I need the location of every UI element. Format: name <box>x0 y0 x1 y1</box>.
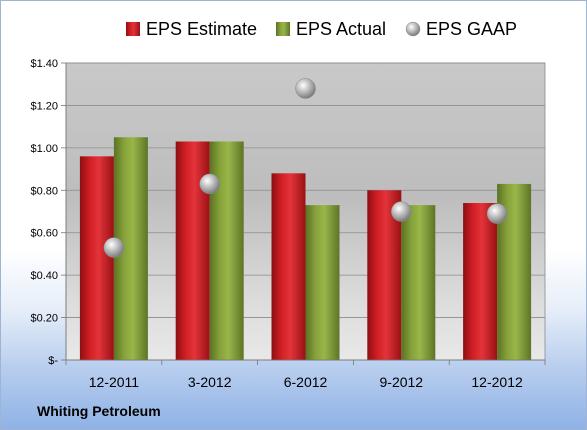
bar-estimate <box>79 156 114 360</box>
legend-label-gaap: EPS GAAP <box>426 19 517 39</box>
marker-gaap <box>391 201 412 222</box>
marker-gaap <box>199 173 220 195</box>
y-tick-label: $1.40 <box>30 58 58 70</box>
y-tick-label: $0.40 <box>30 270 58 282</box>
legend-marker-actual <box>276 22 290 36</box>
y-axis: $- $0.20 $0.40 $0.60 $0.80 $1.00 $1.20 $1.40 <box>30 58 67 367</box>
bar-estimate <box>175 141 210 360</box>
marker-gaap <box>486 203 508 224</box>
x-tick-label: 3-2012 <box>188 374 232 390</box>
marker-gaap <box>295 78 316 99</box>
y-tick-label: $0.20 <box>30 313 58 325</box>
y-tick-label: $0.60 <box>30 228 58 240</box>
bar-actual <box>305 205 340 360</box>
bars <box>79 137 532 360</box>
legend-marker-estimate <box>126 22 140 36</box>
legend-marker-gaap <box>405 21 421 37</box>
company-name: Whiting Petroleum <box>37 403 161 419</box>
bar-estimate <box>463 203 498 360</box>
y-tick-label: $1.20 <box>30 100 58 112</box>
y-tick-label: $0.80 <box>30 185 58 197</box>
bar-actual <box>209 141 244 360</box>
legend-label-estimate: EPS Estimate <box>146 19 257 39</box>
y-tick-label: $- <box>48 355 58 367</box>
legend-label-actual: EPS Actual <box>296 19 386 39</box>
x-tick-label: 12-2011 <box>89 374 140 390</box>
bar-actual <box>401 205 436 360</box>
x-axis: 12-2011 3-2012 6-2012 9-2012 12-2012 <box>65 359 546 390</box>
legend: EPS Estimate EPS Actual EPS GAAP <box>126 19 517 39</box>
y-tick-label: $1.00 <box>30 143 58 155</box>
marker-gaap <box>103 237 125 258</box>
x-tick-label: 12-2012 <box>471 374 523 390</box>
gaap-markers <box>103 78 508 258</box>
x-tick-label: 6-2012 <box>284 374 328 390</box>
bar-estimate <box>271 173 306 360</box>
x-tick-label: 9-2012 <box>380 374 424 390</box>
